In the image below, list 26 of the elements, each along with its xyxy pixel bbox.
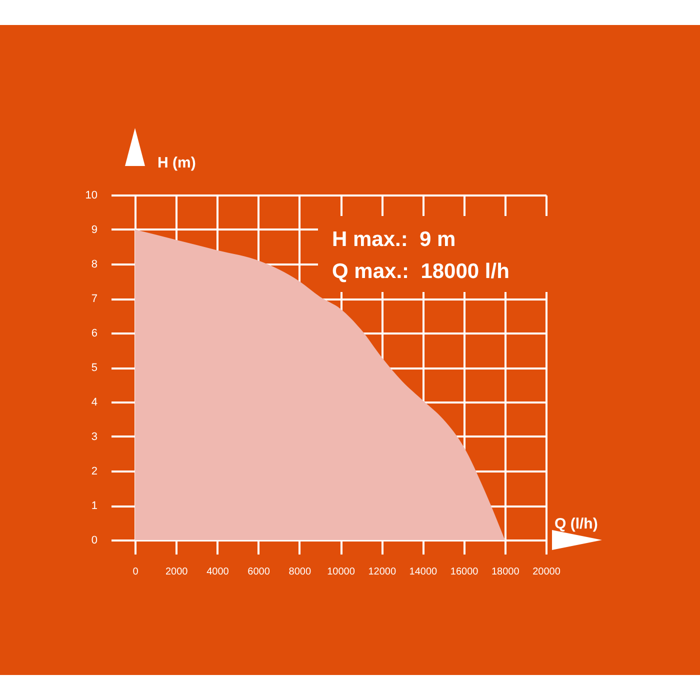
x-tick-label: 18000	[491, 566, 520, 578]
y-tick-label: 10	[85, 190, 98, 202]
y-tick-label: 9	[91, 224, 98, 236]
y-tick-label: 1	[91, 500, 98, 512]
y-tick-label: 0	[91, 534, 98, 546]
y-tick-label: 3	[91, 431, 98, 443]
y-tick-label: 2	[91, 466, 98, 478]
y-tick-label: 4	[91, 396, 98, 408]
x-tick-label: 6000	[248, 566, 270, 578]
annotation: H max.: 9 m	[332, 227, 457, 253]
x-tick-label: 4000	[206, 566, 230, 578]
x-tick-label: 2000	[165, 566, 188, 578]
x-tick-label: 20000	[532, 566, 561, 578]
y-tick-label: 6	[91, 328, 98, 340]
x-tick-label: 16000	[450, 566, 479, 578]
annotation: Q max.: 18000 l/h	[332, 259, 510, 285]
x-tick-label: 12000	[368, 566, 396, 578]
x-tick-label: 14000	[409, 566, 438, 578]
y-tick-label: 5	[91, 362, 98, 374]
x-tick-label: 0	[132, 566, 139, 578]
y-tick-label: 7	[91, 293, 98, 305]
x-tick-label: 10000	[327, 566, 356, 578]
x-tick-label: 8000	[288, 566, 312, 578]
y-tick-label: 8	[91, 258, 98, 270]
y-axis-title: H (m)	[158, 154, 196, 172]
x-axis-title: Q (l/h)	[554, 516, 598, 532]
